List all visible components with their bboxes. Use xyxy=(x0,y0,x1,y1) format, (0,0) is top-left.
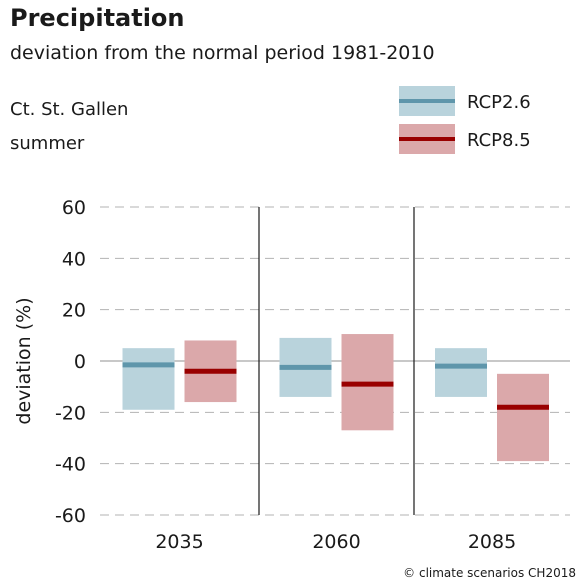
season-label: summer xyxy=(10,133,85,154)
y-tick-label: -20 xyxy=(55,402,86,424)
y-axis-title: deviation (%) xyxy=(13,297,35,424)
x-tick-label: 2060 xyxy=(312,531,360,553)
legend-label-rcp26: RCP2.6 xyxy=(467,92,531,113)
x-tick-label: 2035 xyxy=(155,531,203,553)
axis-layer: 60 40 20 0 -20 -40 -60 deviation (%) 2035 2060 208… xyxy=(13,197,516,553)
legend: RCP2.6 RCP8.5 xyxy=(399,86,531,154)
y-tick-label: 20 xyxy=(62,300,86,322)
y-tick-label: -40 xyxy=(55,454,86,476)
range-bar-rcp85-2085 xyxy=(497,373,549,462)
bars-layer xyxy=(122,334,549,462)
chart-subtitle: deviation from the normal period 1981-20… xyxy=(10,42,435,64)
y-tick-label: 60 xyxy=(62,197,86,219)
chart-title: Precipitation xyxy=(10,4,185,32)
y-tick-label: 0 xyxy=(74,351,86,373)
range-bar-rcp26-2035 xyxy=(122,348,175,410)
y-tick-label: 40 xyxy=(62,248,86,270)
region-label: Ct. St. Gallen xyxy=(10,99,129,120)
range-bar-rcp26-2085 xyxy=(435,348,487,397)
region-info: Ct. St. Gallen summer xyxy=(10,93,128,161)
legend-label-rcp85: RCP8.5 xyxy=(467,130,531,151)
y-tick-label: -60 xyxy=(55,505,86,527)
grid-layer xyxy=(100,206,570,516)
x-tick-label: 2085 xyxy=(468,531,516,553)
credit-text: © climate scenarios CH2018 xyxy=(403,566,576,580)
